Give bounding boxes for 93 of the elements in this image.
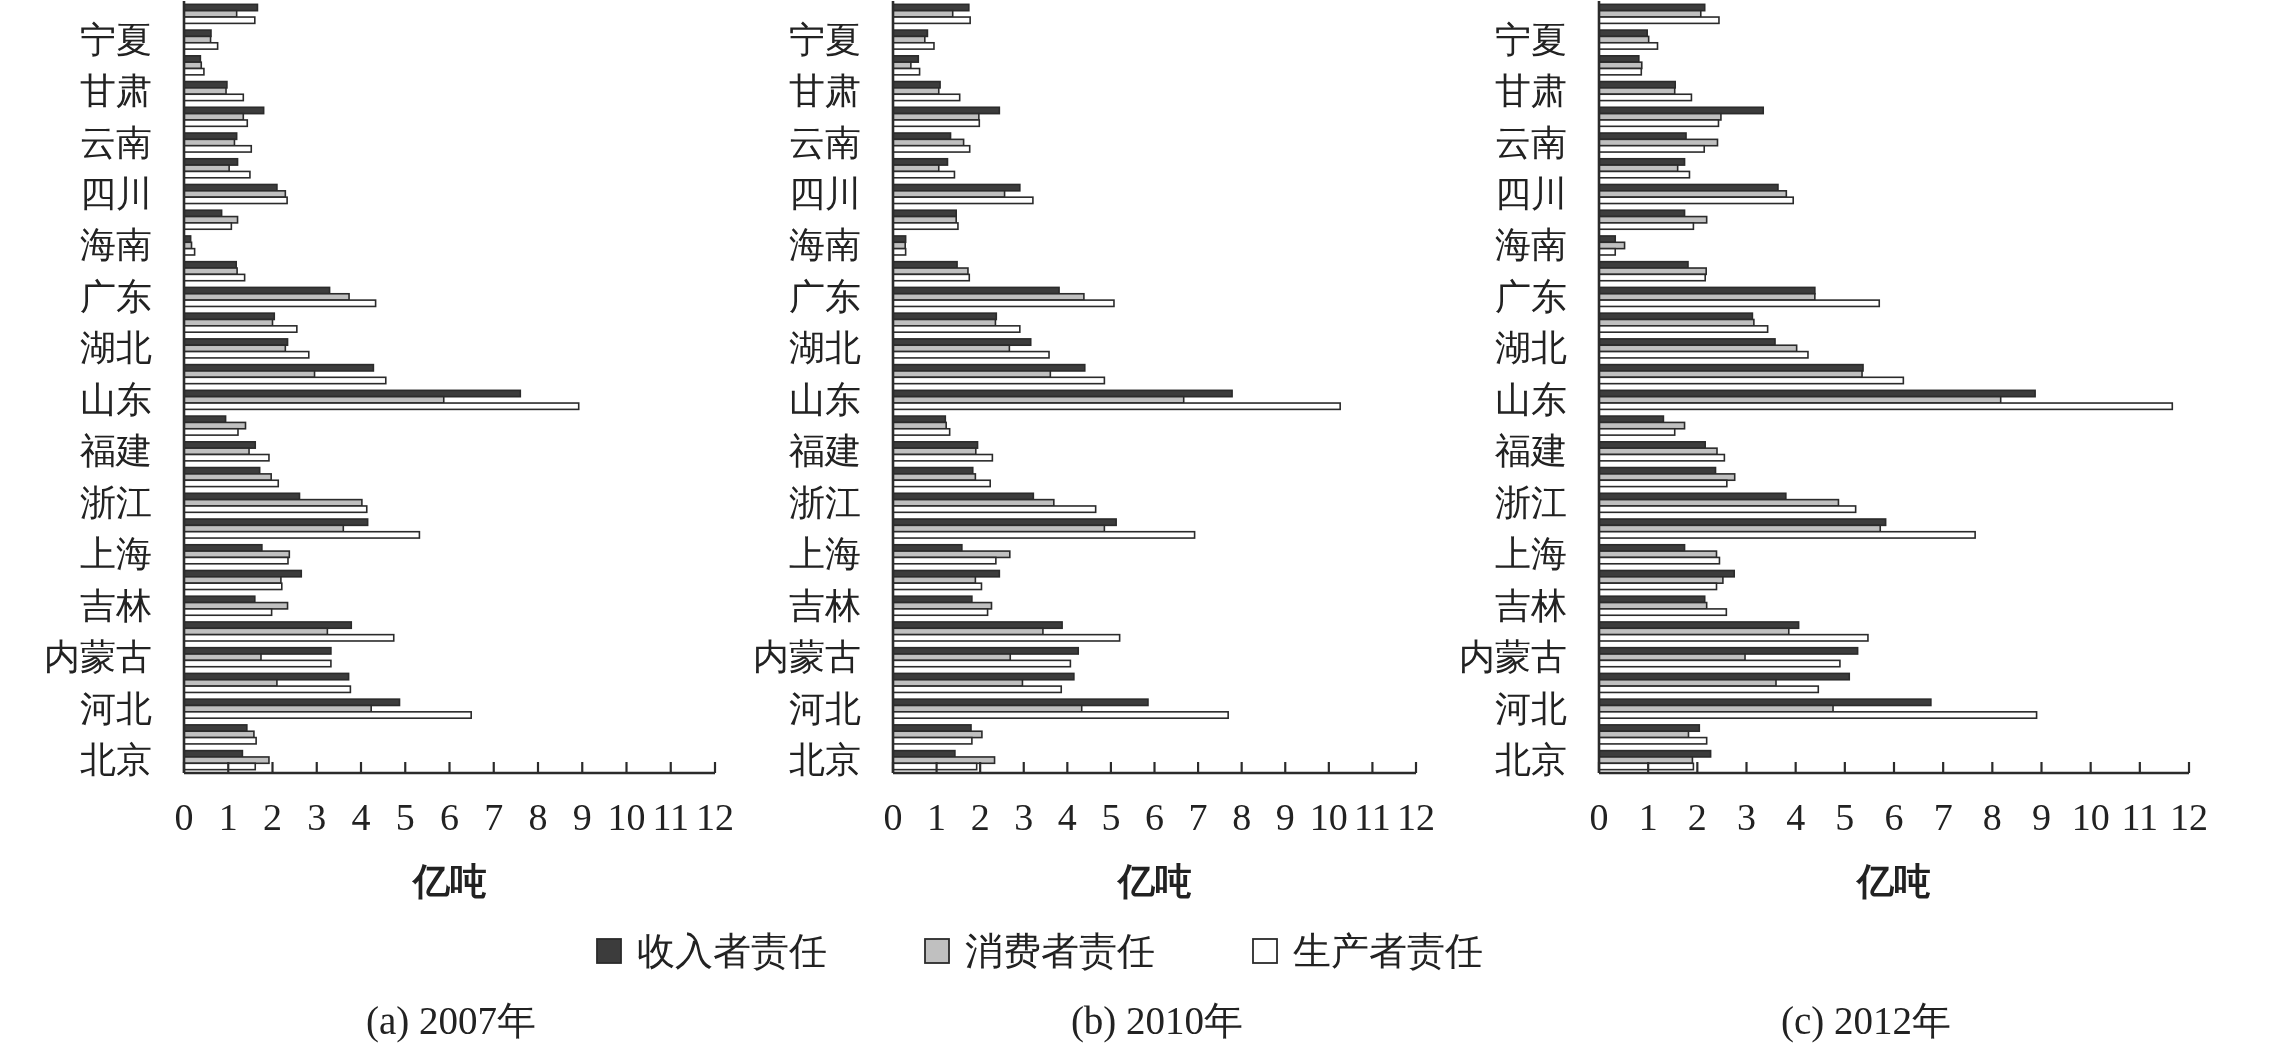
x-tick-label: 7 xyxy=(484,796,504,838)
y-tick-label: 浙江 xyxy=(789,482,861,523)
y-tick-label: 甘肃 xyxy=(80,71,152,112)
x-tick-label: 1 xyxy=(218,796,238,838)
y-tick-label: 福建 xyxy=(80,431,152,472)
x-tick-label: 8 xyxy=(528,796,548,838)
y-tick-label: 河北 xyxy=(789,688,861,729)
y-tick-label: 北京 xyxy=(1495,740,1567,781)
x-tick-label: 2 xyxy=(263,796,282,838)
y-tick-label: 上海 xyxy=(1495,534,1567,575)
x-tick-label: 10 xyxy=(1309,796,1348,838)
y-tick-label: 广东 xyxy=(80,276,152,317)
y-tick-label: 海南 xyxy=(80,225,152,266)
y-tick-label: 吉林 xyxy=(80,585,152,626)
x-tick-label: 4 xyxy=(351,796,371,838)
y-tick-label: 宁夏 xyxy=(80,19,152,60)
y-tick-label: 浙江 xyxy=(80,482,152,523)
x-tick-label: 10 xyxy=(2071,796,2110,838)
x-tick-label: 3 xyxy=(1737,796,1756,838)
y-tick-label: 上海 xyxy=(789,534,861,575)
y-tick-label: 吉林 xyxy=(789,585,861,626)
x-tick-label: 10 xyxy=(607,796,646,838)
x-tick-label: 8 xyxy=(1232,796,1252,838)
x-tick-label: 11 xyxy=(652,796,690,838)
x-tick-label: 3 xyxy=(1014,796,1034,838)
y-tick-label: 海南 xyxy=(789,225,861,266)
x-tick-label: 1 xyxy=(1638,796,1658,838)
x-tick-label: 12 xyxy=(2170,796,2208,838)
x-tick-label: 0 xyxy=(883,796,903,838)
y-tick-label: 北京 xyxy=(789,740,861,781)
x-axis-title: 亿吨 xyxy=(410,859,487,903)
x-tick-label: 9 xyxy=(1275,796,1295,838)
x-tick-label: 6 xyxy=(1884,796,1904,838)
y-tick-label: 云南 xyxy=(80,122,152,163)
y-tick-label: 北京 xyxy=(80,740,152,781)
x-tick-label: 7 xyxy=(1188,796,1208,838)
y-tick-label: 四川 xyxy=(1495,174,1567,214)
x-tick-label: 9 xyxy=(572,796,592,838)
y-tick-label: 内蒙古 xyxy=(1459,637,1567,678)
x-tick-label: 9 xyxy=(2032,796,2051,838)
y-tick-label: 河北 xyxy=(1495,688,1567,729)
x-tick-label: 4 xyxy=(1057,796,1077,838)
y-tick-label: 四川 xyxy=(80,174,152,214)
y-tick-label: 内蒙古 xyxy=(44,637,152,678)
text: (a) 2007年 xyxy=(365,998,537,1043)
y-tick-label: 宁夏 xyxy=(789,19,861,60)
x-tick-label: 11 xyxy=(2121,796,2159,838)
y-tick-label: 甘肃 xyxy=(1495,71,1567,112)
y-tick-label: 湖北 xyxy=(789,328,861,369)
y-tick-label: 内蒙古 xyxy=(753,637,861,678)
y-tick-label: 云南 xyxy=(789,122,861,163)
x-tick-label: 6 xyxy=(440,796,459,838)
y-tick-label: 河北 xyxy=(80,688,152,729)
legend-label: 收入者责任 xyxy=(637,930,827,972)
y-tick-label: 广东 xyxy=(789,276,861,317)
y-tick-label: 山东 xyxy=(80,379,152,420)
text: (c) 2012年 xyxy=(1780,998,1952,1043)
y-tick-label: 福建 xyxy=(789,431,861,472)
x-tick-label: 7 xyxy=(1933,796,1953,838)
y-tick-label: 浙江 xyxy=(1495,482,1567,523)
x-tick-label: 0 xyxy=(174,796,194,838)
x-axis-title: 亿吨 xyxy=(1855,859,1931,903)
x-tick-label: 2 xyxy=(1687,796,1707,838)
x-tick-label: 5 xyxy=(1101,796,1121,838)
x-tick-label: 3 xyxy=(307,796,327,838)
x-tick-label: 11 xyxy=(1354,796,1391,838)
y-tick-label: 云南 xyxy=(1495,122,1567,163)
legend-label: 生产者责任 xyxy=(1293,930,1483,972)
y-tick-label: 上海 xyxy=(80,534,152,575)
y-tick-label: 甘肃 xyxy=(789,71,861,112)
y-tick-label: 湖北 xyxy=(1495,328,1567,369)
y-tick-label: 宁夏 xyxy=(1495,19,1567,60)
y-tick-label: 山东 xyxy=(1495,379,1567,420)
y-tick-label: 吉林 xyxy=(1495,585,1567,626)
x-tick-label: 0 xyxy=(1589,796,1609,838)
legend-label: 消费者责任 xyxy=(965,930,1155,972)
x-tick-label: 1 xyxy=(927,796,947,838)
text: (b) 2010年 xyxy=(1070,998,1244,1043)
x-axis-title: 亿吨 xyxy=(1115,859,1192,903)
x-tick-label: 8 xyxy=(1982,796,2002,838)
y-tick-label: 湖北 xyxy=(80,328,152,369)
x-tick-label: 5 xyxy=(395,796,415,838)
x-tick-label: 2 xyxy=(970,796,990,838)
x-tick-label: 6 xyxy=(1145,796,1164,838)
x-tick-label: 4 xyxy=(1786,796,1806,838)
y-tick-label: 广东 xyxy=(1495,276,1567,317)
x-tick-label: 5 xyxy=(1835,796,1855,838)
y-tick-label: 山东 xyxy=(789,379,861,420)
y-tick-label: 海南 xyxy=(1495,225,1567,266)
y-tick-label: 四川 xyxy=(789,174,861,214)
x-tick-label: 12 xyxy=(696,796,734,838)
y-tick-label: 福建 xyxy=(1495,431,1567,472)
x-tick-label: 12 xyxy=(1397,796,1435,838)
